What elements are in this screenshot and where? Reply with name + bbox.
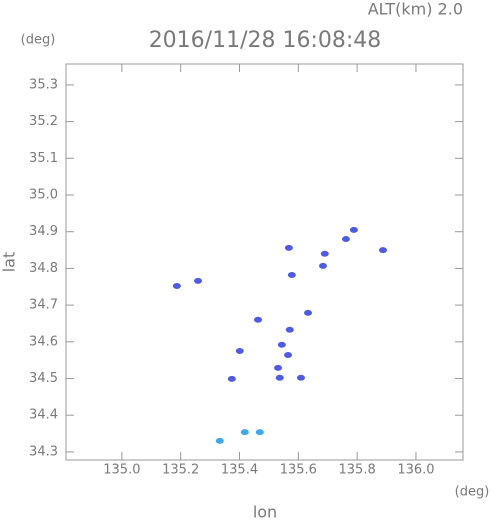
y-tick-label: 34.4 bbox=[29, 408, 58, 423]
y-tick-label: 35.3 bbox=[29, 77, 58, 92]
plot-frame bbox=[65, 63, 464, 461]
y-unit: (deg) bbox=[21, 33, 56, 48]
echo-point bbox=[287, 272, 296, 279]
y-axis-label: lat bbox=[0, 252, 19, 273]
x-tick-label: 136.0 bbox=[397, 463, 434, 478]
y-tick-label: 34.3 bbox=[29, 444, 58, 459]
echo-point bbox=[319, 262, 328, 269]
echo-point bbox=[304, 309, 313, 316]
echo-point bbox=[240, 429, 249, 436]
echo-point bbox=[296, 374, 305, 381]
x-axis-label: lon bbox=[253, 503, 277, 522]
echo-point bbox=[277, 341, 286, 348]
x-tick-label: 135.6 bbox=[280, 463, 317, 478]
echo-point bbox=[275, 374, 284, 381]
echo-point bbox=[235, 347, 244, 354]
echo-point bbox=[274, 364, 283, 371]
echo-point bbox=[379, 247, 388, 254]
echo-point bbox=[341, 236, 350, 243]
y-tick-label: 34.8 bbox=[29, 261, 58, 276]
echo-point bbox=[172, 283, 181, 290]
y-tick-label: 34.5 bbox=[29, 371, 58, 386]
x-tick-label: 135.0 bbox=[103, 463, 140, 478]
echo-point bbox=[285, 326, 294, 333]
chart-title: 2016/11/28 16:08:48 bbox=[149, 28, 382, 53]
y-tick-label: 34.6 bbox=[29, 334, 58, 349]
echo-point bbox=[284, 244, 293, 251]
echo-point bbox=[255, 429, 264, 436]
echo-point bbox=[227, 375, 236, 382]
y-tick-label: 35.0 bbox=[29, 188, 58, 203]
y-tick-label: 34.9 bbox=[29, 224, 58, 239]
echo-point bbox=[320, 250, 329, 257]
x-tick-label: 135.4 bbox=[221, 463, 258, 478]
y-tick-label: 34.7 bbox=[29, 298, 58, 313]
echo-point bbox=[194, 277, 203, 284]
echo-point bbox=[349, 226, 358, 233]
echo-point bbox=[215, 437, 224, 444]
x-tick-label: 135.2 bbox=[162, 463, 199, 478]
y-tick-label: 35.2 bbox=[29, 114, 58, 129]
x-tick-label: 135.8 bbox=[339, 463, 376, 478]
chart-subtitle: ALT(km) 2.0 bbox=[368, 0, 463, 19]
echo-point bbox=[284, 352, 293, 359]
y-tick-label: 35.1 bbox=[29, 151, 58, 166]
echo-point bbox=[254, 316, 263, 323]
x-unit: (deg) bbox=[455, 485, 490, 500]
